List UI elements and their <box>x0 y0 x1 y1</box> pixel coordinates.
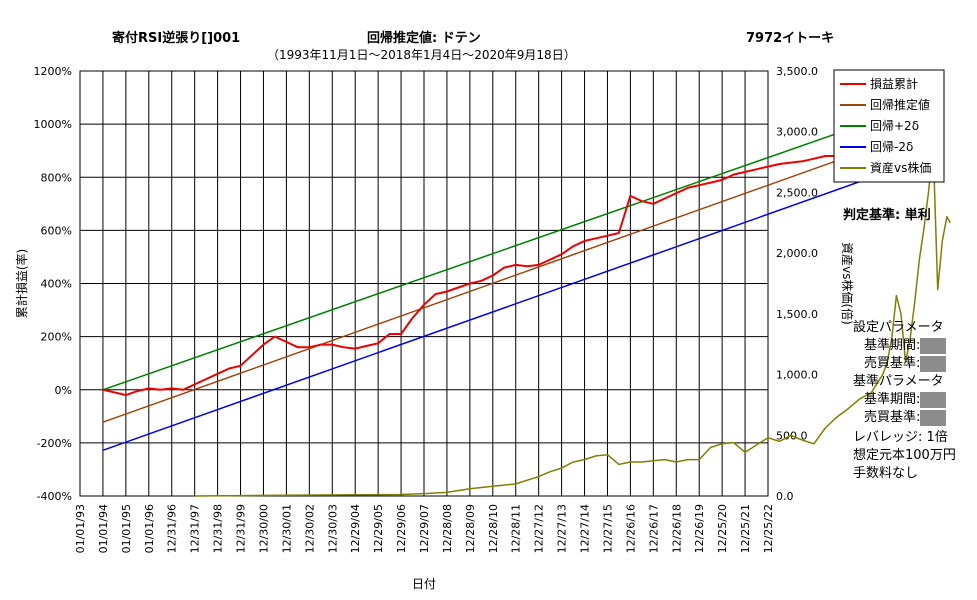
x-tick-label: 12/26/16 <box>624 504 637 553</box>
x-tick-label: 12/29/07 <box>418 504 431 553</box>
x-tick-label: 12/25/20 <box>716 504 729 553</box>
y-right-tick-label: 3,000.0 <box>776 126 818 139</box>
legend-label-pl: 損益累計 <box>870 76 918 91</box>
y-right-tick-label: 2,500.0 <box>776 186 818 199</box>
series-line-pl <box>102 143 918 397</box>
x-tick-label: 12/28/09 <box>464 504 477 553</box>
y-left-tick-label: 1000% <box>34 118 72 131</box>
series-line-dn <box>102 160 918 452</box>
capital-label: 想定元本100万円 <box>853 448 956 463</box>
x-tick-label: 12/25/21 <box>739 504 752 553</box>
y-left-tick-label: -400% <box>37 490 72 503</box>
y-right-tick-label: 2,000.0 <box>776 247 818 260</box>
x-tick-label: 12/30/02 <box>303 504 316 553</box>
setting-base-period-label: 基準期間: <box>864 338 921 353</box>
y-left-axis-label: 累計損益(率) <box>14 249 29 318</box>
y-left-tick-label: 400% <box>41 278 72 291</box>
y-right-tick-label: 0.0 <box>776 490 794 503</box>
x-tick-label: 01/01/93 <box>74 504 87 553</box>
setting-params-label: 設定パラメータ <box>853 320 944 335</box>
y-left-tick-label: 800% <box>41 171 72 184</box>
y-left-tick-label: 0% <box>55 384 72 397</box>
base-period: 基準期間: <box>864 391 947 409</box>
x-tick-label: 01/01/96 <box>143 504 156 553</box>
x-tick-label: 12/31/96 <box>166 504 179 553</box>
x-tick-label: 12/25/22 <box>762 504 775 553</box>
base-period-label: 基準期間: <box>864 392 921 407</box>
setting-base-period: 基準期間: <box>864 337 947 355</box>
x-axis-label: 日付 <box>412 577 436 591</box>
setting-trade-criteria-label: 売買基準: <box>864 356 921 371</box>
method-title: 回帰推定値: ドテン <box>367 31 481 46</box>
fee-label: 手数料なし <box>853 466 919 481</box>
trade-criteria-label: 売買基準: <box>864 410 921 425</box>
x-tick-label: 12/31/99 <box>235 504 248 553</box>
redacted-value <box>920 409 947 426</box>
y-left-tick-label: -200% <box>37 437 72 450</box>
x-tick-label: 12/29/04 <box>349 504 362 553</box>
judgement-label: 判定基準: 単利 <box>843 208 931 223</box>
legend-label-dn: 回帰-2δ <box>870 140 913 154</box>
x-tick-label: 12/27/15 <box>601 504 614 553</box>
y-right-axis-label: 資産vs株価(倍) <box>840 242 855 325</box>
x-tick-label: 12/31/97 <box>189 504 202 553</box>
x-tick-label: 12/30/00 <box>257 504 270 553</box>
leverage-label: レバレッジ: 1倍 <box>853 430 948 445</box>
redacted-value <box>920 391 947 408</box>
redacted-value <box>920 337 947 354</box>
x-tick-label: 12/29/05 <box>372 504 385 553</box>
period-subtitle: （1993年11月1日〜2018年1月4日〜2020年9月18日） <box>267 48 576 62</box>
y-left-tick-label: 200% <box>41 331 72 344</box>
y-left-tick-label: 1200% <box>34 65 72 78</box>
ticker-title: 7972イトーキ <box>746 31 835 46</box>
x-tick-label: 12/28/11 <box>510 504 523 553</box>
legend-label-reg: 回帰推定値 <box>870 97 930 112</box>
series-line-asset <box>194 143 951 497</box>
legend-label-up: 回帰+2δ <box>870 119 919 133</box>
x-tick-label: 12/30/03 <box>326 504 339 553</box>
x-tick-label: 12/29/06 <box>395 504 408 553</box>
trade-criteria: 売買基準: <box>864 409 947 427</box>
y-right-tick-label: 1,000.0 <box>776 369 818 382</box>
series-line-up <box>102 104 918 391</box>
x-tick-label: 12/30/01 <box>280 504 293 553</box>
x-tick-label: 12/27/12 <box>533 504 546 553</box>
x-tick-label: 01/01/95 <box>120 504 133 553</box>
series-line-reg <box>102 131 918 423</box>
x-tick-label: 12/28/08 <box>441 504 454 553</box>
redacted-value <box>920 355 947 372</box>
y-right-tick-label: 3,500.0 <box>776 65 818 78</box>
legend-label-asset: 資産vs株価 <box>870 160 931 175</box>
x-tick-label: 12/31/98 <box>212 504 225 553</box>
x-tick-label: 12/26/17 <box>647 504 660 553</box>
y-right-tick-label: 1,500.0 <box>776 308 818 321</box>
x-tick-label: 12/26/19 <box>693 504 706 553</box>
x-tick-label: 01/01/94 <box>97 504 110 553</box>
x-tick-label: 12/27/13 <box>556 504 569 553</box>
base-params-label: 基準パラメータ <box>853 374 944 389</box>
x-tick-label: 12/28/10 <box>487 504 500 553</box>
y-left-tick-label: 600% <box>41 224 72 237</box>
x-tick-label: 12/26/18 <box>670 504 683 553</box>
setting-trade-criteria: 売買基準: <box>864 355 947 373</box>
x-tick-label: 12/27/14 <box>579 504 592 553</box>
strategy-title: 寄付RSI逆張り[]001 <box>112 31 241 46</box>
